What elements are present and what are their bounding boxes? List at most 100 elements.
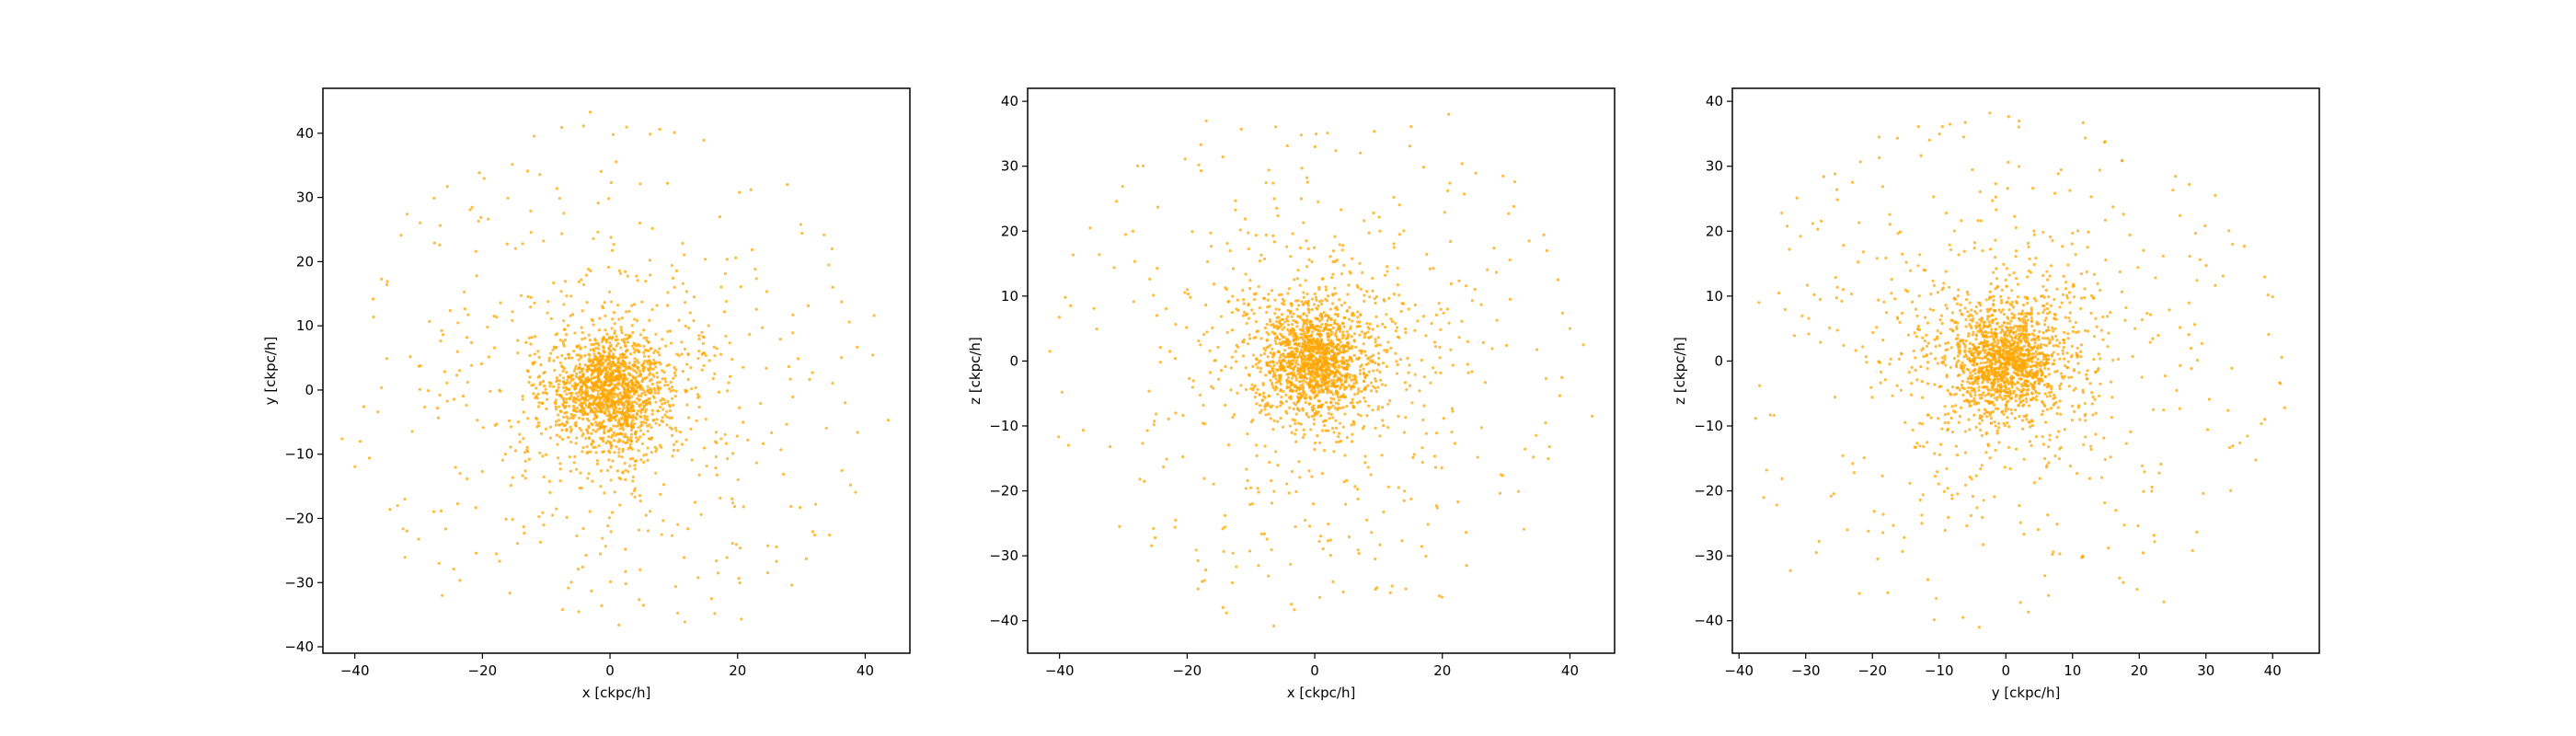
scatter-point [628, 374, 632, 377]
scatter-point [432, 196, 436, 200]
scatter-point [1310, 341, 1314, 345]
scatter-point [627, 470, 630, 474]
scatter-point [1281, 328, 1284, 331]
scatter-point [1262, 346, 1266, 351]
scatter-point [533, 301, 536, 305]
scatter-point [1314, 295, 1318, 299]
x-tick-label: 20 [1433, 662, 1451, 679]
scatter-point [788, 377, 792, 381]
scatter-point [1337, 402, 1340, 406]
scatter-point [1275, 324, 1279, 328]
scatter-point [1185, 326, 1189, 329]
scatter-point [2028, 257, 2031, 260]
scatter-point [1308, 319, 1312, 323]
scatter-point [1828, 326, 1832, 330]
scatter-point [542, 239, 546, 243]
scatter-point [1457, 279, 1461, 282]
scatter-point [1918, 253, 1922, 257]
scatter-point [1995, 429, 1999, 432]
scatter-point [1474, 171, 1478, 175]
scatter-point [673, 395, 677, 398]
scatter-point [1259, 408, 1263, 412]
scatter-point [1259, 532, 1263, 535]
scatter-point [672, 388, 675, 392]
scatter-point [2101, 315, 2105, 319]
scatter-point [1320, 299, 1324, 303]
scatter-point [1385, 313, 1388, 316]
scatter-point [660, 533, 663, 536]
scatter-point [655, 381, 659, 385]
scatter-point [563, 406, 567, 409]
scatter-point [754, 307, 758, 311]
scatter-point [1973, 372, 1977, 375]
scatter-point [1123, 233, 1128, 236]
scatter-point [1479, 303, 1483, 306]
scatter-point [647, 397, 650, 401]
scatter-point [578, 366, 581, 370]
y-tick-label: −30 [989, 547, 1018, 564]
scatter-point [1248, 287, 1252, 291]
y-tick-label: 0 [305, 382, 314, 398]
scatter-point [1202, 421, 1205, 425]
scatter-point [1345, 341, 1349, 345]
scatter-point [1165, 457, 1168, 461]
scatter-point [658, 347, 661, 351]
scatter-point [727, 381, 730, 385]
scatter-point [1542, 233, 1546, 236]
scatter-point [650, 382, 654, 386]
scatter-point [1318, 339, 1323, 343]
scatter-point [560, 437, 565, 442]
scatter-point [1359, 313, 1363, 316]
scatter-point [537, 515, 541, 519]
scatter-point [563, 280, 568, 283]
scatter-point [1338, 326, 1341, 329]
scatter-point [697, 337, 701, 341]
scatter-point [577, 280, 581, 283]
scatter-point [632, 376, 636, 380]
scatter-point [1451, 363, 1455, 367]
scatter-point [1264, 180, 1268, 185]
scatter-point [529, 230, 533, 235]
scatter-point [592, 399, 596, 403]
scatter-point [613, 490, 616, 494]
scatter-point [1337, 440, 1341, 443]
scatter-point [1298, 476, 1302, 479]
scatter-point [1938, 318, 1942, 322]
scatter-point [592, 236, 595, 240]
scatter-point [1322, 423, 1327, 428]
scatter-point [604, 367, 607, 371]
scatter-point [1279, 322, 1282, 326]
scatter-point [569, 394, 573, 397]
scatter-point [617, 420, 621, 423]
scatter-point [1412, 453, 1416, 456]
scatter-point [1301, 383, 1305, 386]
scatter-point [607, 290, 612, 293]
scatter-point [621, 447, 625, 451]
scatter-point [1307, 355, 1311, 359]
scatter-point [630, 400, 634, 404]
scatter-point [1984, 415, 1989, 419]
scatter-point [645, 375, 649, 379]
scatter-point [1268, 361, 1271, 364]
scatter-point [1219, 315, 1224, 318]
scatter-point [692, 319, 696, 323]
scatter-point [1256, 366, 1259, 370]
scatter-point [1326, 406, 1330, 409]
scatter-point [1276, 392, 1280, 397]
scatter-point [808, 377, 811, 382]
scatter-point [593, 420, 598, 424]
scatter-point [1350, 423, 1353, 427]
scatter-point [725, 556, 729, 559]
scatter-point [1413, 303, 1417, 307]
scatter-point [1251, 364, 1255, 368]
scatter-point [1999, 336, 2004, 339]
scatter-point [1964, 339, 1968, 343]
scatter-point [685, 403, 689, 407]
scatter-point [2032, 229, 2036, 233]
scatter-point [1298, 386, 1302, 390]
scatter-point [538, 540, 543, 544]
scatter-point [872, 314, 876, 317]
scatter-point [1275, 362, 1279, 365]
y-tick-label: 20 [1001, 223, 1018, 239]
scatter-point [728, 341, 731, 345]
